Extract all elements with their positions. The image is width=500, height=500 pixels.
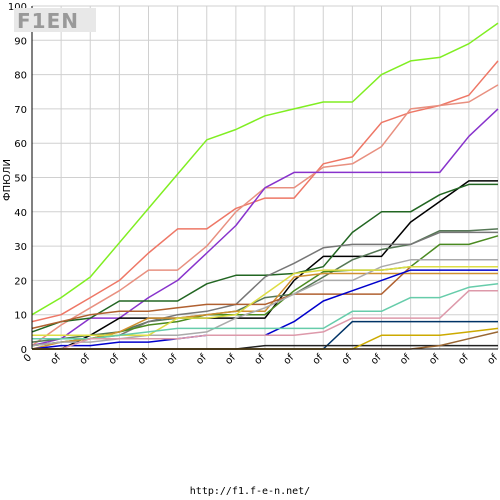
- y-tick-label: 10: [14, 311, 27, 322]
- x-tick-label: of: [486, 352, 500, 367]
- y-tick-label: 100: [8, 2, 27, 13]
- series-line-15: [32, 283, 499, 340]
- y-tick-label: 80: [14, 71, 27, 82]
- y-axis-ticks: 0 10 20 30 40 50 60 70 80 90 100: [8, 2, 27, 356]
- x-tick-label: of: [340, 352, 355, 367]
- x-tick-label: of: [49, 352, 64, 367]
- y-tick-label: 60: [14, 139, 27, 150]
- footer-url[interactable]: http://f1.f-e-n.net/: [189, 486, 311, 497]
- series-line-2: [31, 60, 499, 323]
- x-tick-label: of: [369, 352, 384, 367]
- series-line-4: [31, 108, 499, 347]
- x-axis-ticks: 0 of of of of of of of of of of of of of of of of: [22, 352, 500, 367]
- series-line-1: [31, 22, 499, 316]
- x-tick-label: of: [398, 352, 413, 367]
- x-tick-label: of: [165, 352, 180, 367]
- x-tick-label: of: [311, 352, 326, 367]
- x-tick-label: 0: [22, 352, 34, 364]
- series-line-5: [32, 180, 498, 350]
- y-tick-label: 0: [21, 345, 27, 356]
- y-tick-label: 70: [14, 105, 27, 116]
- y-tick-label: 30: [14, 242, 27, 253]
- x-tick-label: of: [194, 352, 209, 367]
- x-tick-label: of: [282, 352, 297, 367]
- y-tick-label: 40: [14, 208, 27, 219]
- logo: F1EN: [14, 8, 96, 33]
- y-axis-label: ФПЮЛИ: [2, 159, 13, 201]
- x-tick-label: of: [107, 352, 122, 367]
- series-layer: [31, 22, 499, 350]
- x-tick-label: of: [78, 352, 93, 367]
- series-line-13: [32, 265, 498, 337]
- x-tick-label: of: [136, 352, 151, 367]
- series-line-16: [32, 289, 498, 350]
- x-tick-label: of: [427, 352, 442, 367]
- y-tick-label: 20: [14, 276, 27, 287]
- y-tick-label: 50: [14, 174, 27, 185]
- series-line-12: [31, 259, 498, 347]
- x-tick-label: of: [456, 352, 471, 367]
- logo-text: F1EN: [17, 9, 79, 33]
- series-line-6: [31, 183, 498, 333]
- x-tick-label: of: [223, 352, 238, 367]
- y-tick-label: 90: [14, 36, 27, 47]
- series-line-10: [31, 272, 498, 350]
- axes: [31, 6, 498, 350]
- x-tick-label: of: [253, 352, 268, 367]
